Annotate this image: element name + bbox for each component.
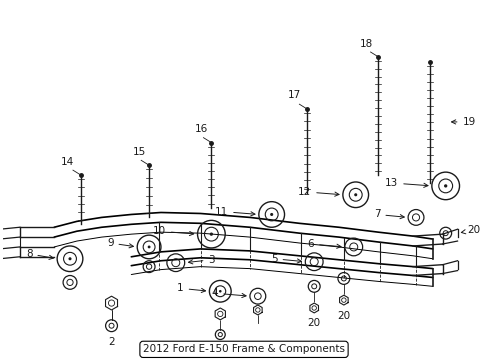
Text: 4: 4 (211, 288, 245, 298)
Text: 3: 3 (188, 255, 215, 265)
Polygon shape (309, 303, 318, 313)
Circle shape (353, 193, 357, 196)
Circle shape (269, 213, 273, 216)
Text: 16: 16 (195, 124, 208, 134)
Text: 15: 15 (132, 148, 145, 157)
Text: 10: 10 (152, 226, 193, 236)
Text: 6: 6 (307, 239, 340, 249)
Polygon shape (253, 305, 262, 315)
Text: 2012 Ford E-150 Frame & Components: 2012 Ford E-150 Frame & Components (142, 345, 345, 354)
Text: 20: 20 (213, 345, 226, 354)
Text: 8: 8 (26, 249, 53, 260)
Circle shape (68, 257, 71, 260)
Text: 17: 17 (287, 90, 301, 100)
Text: 20: 20 (307, 318, 320, 328)
Polygon shape (215, 308, 225, 320)
Text: 9: 9 (107, 238, 133, 248)
Circle shape (443, 184, 447, 188)
Circle shape (209, 233, 213, 236)
Circle shape (147, 246, 150, 248)
Text: 20: 20 (460, 225, 480, 235)
Text: 11: 11 (215, 207, 254, 216)
Text: 12: 12 (297, 187, 338, 197)
Text: 7: 7 (373, 210, 404, 220)
Text: 18: 18 (359, 39, 372, 49)
Text: 19: 19 (450, 117, 475, 127)
Circle shape (219, 290, 221, 293)
Text: 1: 1 (177, 283, 205, 293)
Text: 14: 14 (61, 157, 74, 167)
Text: 2: 2 (108, 337, 115, 347)
Polygon shape (105, 296, 117, 310)
Text: 13: 13 (384, 178, 427, 188)
Text: 20: 20 (337, 311, 350, 321)
Text: 5: 5 (270, 254, 301, 264)
Polygon shape (339, 295, 347, 305)
